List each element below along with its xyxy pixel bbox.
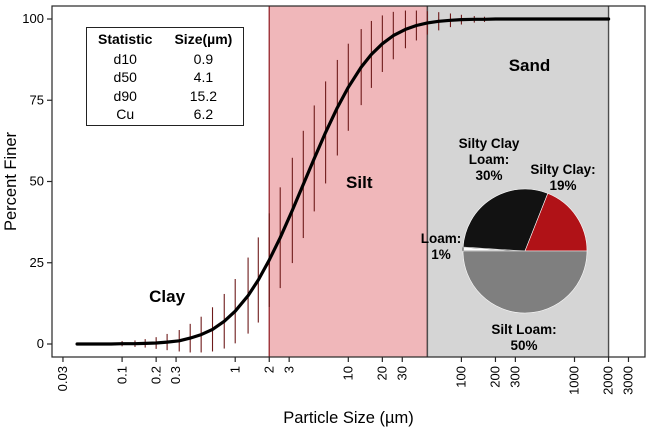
- pie-label-loam: Loam: 1%: [421, 231, 462, 262]
- y-axis: 0 25 50 75 100: [22, 11, 52, 351]
- x-axis: 0.03 0.1 0.2 0.3 1 2 3 10 20 30 100 200 300 1000 2000 3…: [55, 357, 636, 395]
- y-tick-label: 100: [22, 11, 44, 26]
- x-tick-label: 1000: [567, 366, 582, 395]
- stats-header-statistic: Statistic: [98, 31, 153, 47]
- pie-label-siltloam: Silt Loam: 50%: [491, 322, 556, 353]
- stats-d90-label: d90: [113, 87, 137, 104]
- stats-row-d90: d90 15.2: [87, 88, 243, 107]
- pie-label-siltyclay: Silty Clay: 19%: [530, 162, 595, 193]
- pie-slice-siltyclay: [524, 192, 588, 252]
- stats-table: Statistic Size(µm) d10 0.9 d50 4.1 d90 1…: [86, 27, 245, 126]
- x-tick-label: 2: [261, 366, 276, 373]
- pie-slice-siltyclay: [462, 188, 549, 252]
- stats-d50-value: 4.1: [193, 69, 214, 85]
- x-tick-label: 0.03: [55, 366, 70, 391]
- region-label-sand: Sand: [509, 56, 551, 75]
- x-tick-label: 300: [508, 366, 523, 388]
- x-tick-label: 3000: [621, 366, 636, 395]
- stats-header-size: Size(µm): [174, 31, 233, 47]
- stats-cu-value: 6.2: [193, 106, 214, 122]
- x-tick-label: 200: [488, 366, 503, 388]
- y-tick-label: 75: [30, 92, 44, 107]
- x-axis-title: Particle Size (µm): [283, 409, 414, 427]
- stats-row-d10: d10 0.9: [87, 51, 243, 70]
- stats-table-grid: Statistic Size(µm) d10 0.9 d50 4.1 d90 1…: [87, 28, 243, 125]
- y-axis-title: Percent Finer: [2, 131, 20, 231]
- distribution-curve: [75, 17, 611, 346]
- y-tick-label: 25: [30, 255, 44, 270]
- x-tick-label: 0.1: [114, 366, 129, 384]
- stats-header-row: Statistic Size(µm): [87, 28, 243, 51]
- x-tick-label: 0.3: [168, 366, 183, 384]
- stats-d10-value: 0.9: [193, 50, 214, 67]
- stats-d90-value: 15.2: [189, 87, 218, 104]
- x-tick-label: 2000: [601, 366, 616, 395]
- stats-row-cu: Cu 6.2: [87, 106, 243, 125]
- x-tick-label: 30: [394, 366, 409, 380]
- stats-d50-label: d50: [113, 69, 137, 85]
- x-tick-label: 0.2: [148, 366, 163, 384]
- pie-slice-siltloam: [462, 250, 588, 314]
- stats-cu-label: Cu: [116, 106, 135, 122]
- x-tick-label: 10: [340, 366, 355, 380]
- soil-texture-pie: Loam: 1% Silty Clay Loam: 30% Silty Clay: 19% S…: [421, 136, 596, 353]
- x-tick-label: 1: [227, 366, 242, 373]
- x-tick-label: 100: [454, 366, 469, 388]
- stats-d10-label: d10: [113, 50, 137, 67]
- y-tick-label: 50: [30, 174, 44, 189]
- stats-row-d50: d50 4.1: [87, 69, 243, 88]
- x-tick-label: 3: [281, 366, 296, 373]
- y-tick-label: 0: [37, 336, 44, 351]
- pie-label-siltyclay: Silty Clay Loam: 30%: [459, 136, 520, 183]
- x-tick-label: 20: [375, 366, 390, 380]
- region-label-silt: Silt: [346, 173, 373, 192]
- region-label-clay: Clay: [149, 287, 185, 306]
